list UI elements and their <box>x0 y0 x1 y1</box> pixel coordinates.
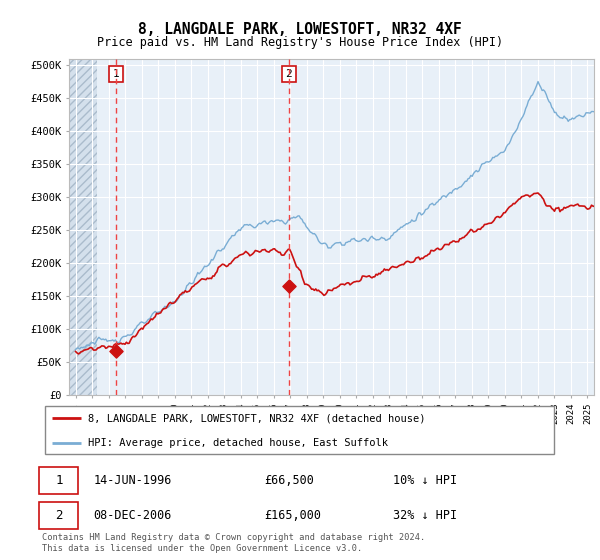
Text: Price paid vs. HM Land Registry's House Price Index (HPI): Price paid vs. HM Land Registry's House … <box>97 36 503 49</box>
Point <box>111 347 121 356</box>
Text: 2: 2 <box>55 508 62 521</box>
Text: 1: 1 <box>113 69 119 79</box>
FancyBboxPatch shape <box>40 502 78 529</box>
Text: 08-DEC-2006: 08-DEC-2006 <box>94 508 172 521</box>
Text: 8, LANGDALE PARK, LOWESTOFT, NR32 4XF: 8, LANGDALE PARK, LOWESTOFT, NR32 4XF <box>138 22 462 38</box>
FancyBboxPatch shape <box>44 406 554 454</box>
Text: £66,500: £66,500 <box>264 474 314 487</box>
Bar <box>69 59 97 395</box>
Text: Contains HM Land Registry data © Crown copyright and database right 2024.
This d: Contains HM Land Registry data © Crown c… <box>42 533 425 553</box>
Text: 1: 1 <box>55 474 62 487</box>
Bar <box>69 59 97 395</box>
Text: £165,000: £165,000 <box>264 508 321 521</box>
FancyBboxPatch shape <box>40 468 78 494</box>
Text: 2: 2 <box>286 69 292 79</box>
Text: HPI: Average price, detached house, East Suffolk: HPI: Average price, detached house, East… <box>88 438 388 448</box>
Text: 32% ↓ HPI: 32% ↓ HPI <box>393 508 457 521</box>
Text: 8, LANGDALE PARK, LOWESTOFT, NR32 4XF (detached house): 8, LANGDALE PARK, LOWESTOFT, NR32 4XF (d… <box>88 413 426 423</box>
Point <box>284 282 294 291</box>
Text: 14-JUN-1996: 14-JUN-1996 <box>94 474 172 487</box>
Text: 10% ↓ HPI: 10% ↓ HPI <box>393 474 457 487</box>
